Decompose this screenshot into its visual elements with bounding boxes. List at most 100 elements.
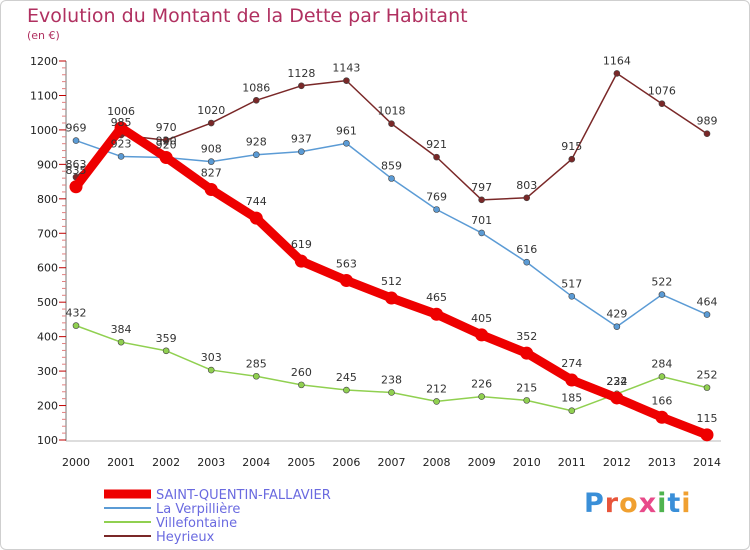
y-tick-label: 300 — [37, 365, 58, 378]
data-point — [388, 175, 395, 182]
data-point — [72, 322, 80, 329]
data-labels: 835 1006 920 827 744 619 563 512 465 405 352 274 222… — [66, 54, 718, 424]
data-label: 1020 — [197, 104, 225, 117]
data-label: 1164 — [603, 54, 631, 67]
x-tick-label: 2003 — [197, 456, 225, 469]
y-tick-label: 500 — [37, 296, 58, 309]
data-point — [610, 391, 624, 405]
data-label: 1143 — [332, 62, 360, 75]
data-point — [520, 346, 534, 360]
data-point — [478, 229, 485, 237]
series-layer — [69, 70, 714, 442]
data-label: 303 — [201, 351, 222, 364]
data-label: 464 — [697, 296, 718, 309]
data-point — [430, 307, 444, 321]
data-point — [343, 386, 350, 394]
data-label: 920 — [156, 134, 177, 147]
data-point — [475, 328, 489, 342]
data-label: 245 — [336, 371, 357, 384]
x-tick-label: 2012 — [603, 456, 631, 469]
x-tick-label: 2006 — [332, 456, 360, 469]
data-point — [703, 311, 711, 318]
data-label: 835 — [66, 164, 87, 177]
x-tick-label: 2005 — [287, 456, 315, 469]
y-tick-label: 900 — [37, 158, 58, 171]
x-tick-label: 2002 — [152, 456, 180, 469]
data-label: 803 — [516, 179, 537, 192]
data-point — [388, 389, 395, 396]
data-label: 238 — [381, 373, 402, 386]
y-tick-label: 200 — [37, 400, 58, 413]
chart-subtitle: (en €) — [27, 29, 60, 42]
data-label: 921 — [426, 138, 447, 151]
data-label: 432 — [66, 307, 87, 320]
data-point — [613, 70, 621, 77]
data-label: 384 — [111, 323, 132, 336]
data-point — [523, 397, 531, 404]
y-tick-label: 100 — [37, 434, 58, 447]
data-label: 1018 — [378, 105, 406, 118]
data-label: 915 — [561, 140, 582, 153]
data-label: 985 — [111, 116, 132, 129]
data-label: 226 — [471, 378, 492, 391]
data-label: 352 — [516, 330, 537, 343]
data-point — [568, 155, 576, 163]
data-point — [385, 291, 398, 305]
data-label: 222 — [606, 375, 627, 388]
data-point — [298, 82, 305, 90]
data-label: 989 — [697, 115, 718, 128]
data-point — [249, 211, 263, 225]
data-point — [565, 373, 579, 387]
data-label: 166 — [651, 394, 672, 407]
y-tick-label: 600 — [37, 262, 58, 275]
data-point — [298, 381, 305, 389]
proxiti-logo: Proxiti — [584, 488, 692, 519]
logo-letter: i — [657, 488, 668, 519]
legend-label: SAINT-QUENTIN-FALLAVIER — [156, 488, 331, 503]
x-tick-label: 2004 — [242, 456, 270, 469]
y-tick-label: 1100 — [30, 89, 58, 102]
data-point — [703, 130, 711, 137]
data-label: 234 — [606, 375, 627, 388]
data-label: 285 — [246, 357, 267, 370]
x-tick-label: 2001 — [107, 456, 135, 469]
data-point — [252, 372, 260, 380]
data-point — [162, 136, 170, 144]
chart-title: Evolution du Montant de la Dette par Hab… — [27, 5, 468, 27]
data-point — [204, 183, 218, 197]
data-point — [700, 428, 714, 442]
data-point — [207, 366, 215, 374]
data-label: 616 — [516, 243, 537, 256]
data-point — [72, 137, 80, 144]
data-label: 260 — [291, 366, 312, 379]
data-point — [117, 153, 125, 160]
data-label: 859 — [381, 159, 402, 172]
data-label: 863 — [66, 158, 87, 171]
x-tick-label: 2011 — [558, 456, 586, 469]
data-point — [207, 158, 215, 165]
data-label: 512 — [381, 275, 402, 288]
data-label: 185 — [561, 392, 582, 405]
data-label: 937 — [291, 133, 312, 146]
data-label: 969 — [66, 122, 87, 135]
data-point — [294, 254, 308, 268]
logo-letter: i — [681, 488, 692, 519]
data-point — [523, 258, 531, 266]
x-tick-label: 2013 — [648, 456, 676, 469]
data-point — [162, 347, 170, 355]
data-point — [568, 293, 576, 300]
y-tick-label: 800 — [37, 193, 58, 206]
data-point — [478, 196, 485, 204]
data-label: 1006 — [107, 105, 135, 118]
data-label: 212 — [426, 382, 447, 395]
logo-letter: r — [604, 488, 620, 519]
y-tick-label: 700 — [37, 227, 58, 240]
y-tick-label: 400 — [37, 331, 58, 344]
data-label: 405 — [471, 312, 492, 325]
data-label: 920 — [156, 138, 177, 151]
data-point — [703, 384, 711, 391]
data-label: 619 — [291, 238, 312, 251]
data-point — [433, 153, 440, 161]
data-label: 284 — [651, 358, 672, 371]
